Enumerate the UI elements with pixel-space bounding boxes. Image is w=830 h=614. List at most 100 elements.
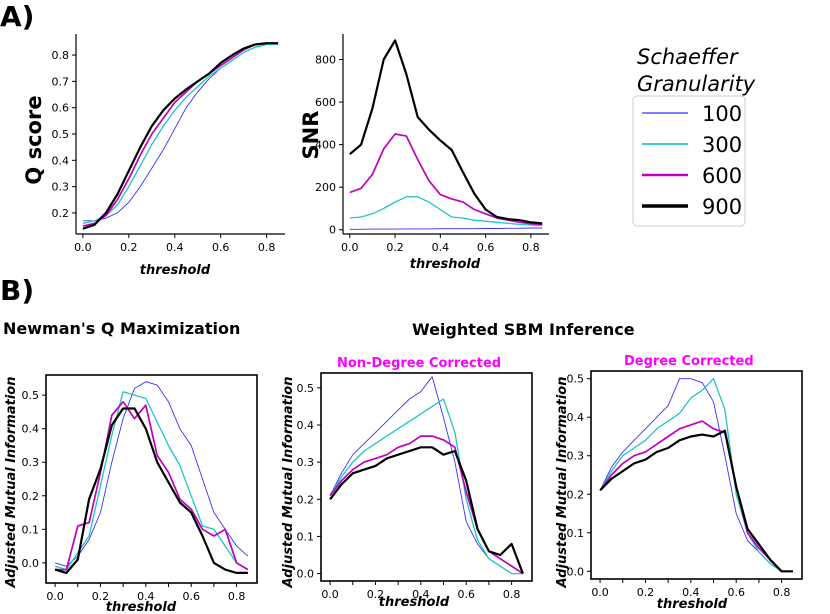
chart-sbm_degree: 0.0 0.2 0.4 0.6 0.8 0.0 0.1 0.2 0.3 0.4 0.5 thresho… bbox=[567, 370, 803, 612]
y-tick-label: 400 bbox=[315, 139, 336, 152]
y-tick-label: 0.0 bbox=[22, 557, 40, 570]
y-tick-label: 0.5 bbox=[52, 128, 70, 141]
heading-sbm: Weighted SBM Inference bbox=[412, 320, 635, 339]
x-tick-label: 0.0 bbox=[46, 590, 64, 603]
series-line-900 bbox=[329, 446, 524, 574]
x-tick-label: 0.6 bbox=[727, 586, 745, 599]
x-tick-label: 0.6 bbox=[457, 588, 475, 601]
series-line-900 bbox=[599, 429, 793, 573]
x-tick-label: 0.2 bbox=[386, 241, 404, 254]
plot-frame bbox=[590, 370, 803, 580]
x-tick-label: 0.8 bbox=[503, 588, 521, 601]
x-tick-label: 0.4 bbox=[137, 590, 155, 603]
y-tick-label: 0.1 bbox=[297, 530, 315, 543]
heading-degree: Degree Corrected bbox=[624, 354, 754, 369]
x-tick-label: 0.2 bbox=[637, 586, 655, 599]
legend-label-100: 100 bbox=[702, 102, 742, 126]
x-axis-label: threshold bbox=[657, 597, 728, 612]
x-tick-label: 0.6 bbox=[182, 590, 200, 603]
y-tick-label: 0.5 bbox=[22, 389, 40, 402]
y-tick-label: 0 bbox=[329, 224, 336, 237]
series-line-300 bbox=[54, 391, 249, 571]
x-axis-label: threshold bbox=[140, 263, 211, 278]
y-tick-label: 0.3 bbox=[22, 456, 40, 469]
y-tick-label: 200 bbox=[315, 181, 336, 194]
series-line-300 bbox=[82, 43, 279, 225]
legend: Schaeffer Granularity 100 300 600 900 bbox=[632, 45, 756, 227]
legend-label-900: 900 bbox=[702, 195, 742, 219]
y-tick-label: 0.0 bbox=[297, 568, 315, 581]
chart-newman_ami: 0.0 0.2 0.4 0.6 0.8 0.0 0.1 0.2 0.3 0.4 0.5 thresho… bbox=[22, 374, 258, 614]
chart-snr: 0.0 0.2 0.4 0.6 0.8 0 200 400 600 800 threshold bbox=[315, 34, 549, 272]
y-tick-label: 0.8 bbox=[52, 49, 70, 62]
legend-title-line1: Schaeffer bbox=[637, 45, 739, 69]
x-tick-label: 0.8 bbox=[773, 586, 791, 599]
plot-frame bbox=[320, 372, 533, 582]
x-tick-label: 0.4 bbox=[682, 586, 700, 599]
x-tick-label: 0.2 bbox=[367, 588, 385, 601]
y-tick-label: 0.3 bbox=[297, 456, 315, 469]
x-tick-label: 0.6 bbox=[477, 241, 495, 254]
x-tick-label: 0.2 bbox=[92, 590, 110, 603]
series-line-100 bbox=[54, 381, 249, 567]
heading-newman: Newman's Q Maximization bbox=[3, 319, 240, 338]
y-tick-label: 800 bbox=[315, 54, 336, 67]
plot-frame bbox=[45, 374, 258, 584]
panel-label-b: B) bbox=[0, 274, 34, 307]
y-tick-label: 0.6 bbox=[52, 102, 70, 115]
x-tick-label: 0.2 bbox=[120, 241, 138, 254]
series-line-300 bbox=[349, 196, 543, 227]
y-tick-label: 600 bbox=[315, 96, 336, 109]
x-axis-label: threshold bbox=[379, 595, 450, 610]
x-axis-label: threshold bbox=[410, 257, 481, 272]
x-tick-label: 0.0 bbox=[74, 241, 92, 254]
y-tick-label: 0.2 bbox=[567, 488, 585, 501]
series-line-900 bbox=[349, 39, 543, 225]
y-tick-label: 0.4 bbox=[22, 423, 40, 436]
x-tick-label: 0.8 bbox=[522, 241, 540, 254]
x-tick-label: 0.4 bbox=[412, 588, 430, 601]
ylabel-ami-degree: Adjusted Mutual Information bbox=[555, 377, 570, 589]
x-tick-label: 0.6 bbox=[212, 241, 230, 254]
series-line-300 bbox=[329, 398, 523, 575]
y-tick-label: 0.2 bbox=[52, 207, 70, 220]
y-tick-label: 0.4 bbox=[297, 419, 315, 432]
y-tick-label: 0.5 bbox=[297, 382, 315, 395]
series-line-600 bbox=[55, 400, 249, 571]
ylabel-q-score: Q score bbox=[22, 95, 46, 184]
heading-non-degree: Non-Degree Corrected bbox=[337, 356, 501, 371]
legend-label-600: 600 bbox=[702, 164, 742, 188]
y-tick-label: 0.4 bbox=[52, 154, 70, 167]
panel-label-a: A) bbox=[0, 0, 34, 33]
series-line-300 bbox=[599, 378, 793, 572]
x-tick-label: 0.0 bbox=[591, 586, 609, 599]
x-tick-label: 0.0 bbox=[321, 588, 339, 601]
series-line-100 bbox=[329, 376, 523, 575]
x-tick-label: 0.0 bbox=[341, 241, 359, 254]
x-tick-label: 0.8 bbox=[228, 590, 246, 603]
series-line-100 bbox=[82, 44, 279, 222]
series-line-100 bbox=[599, 378, 793, 572]
series-line-600 bbox=[599, 420, 793, 573]
series-line-600 bbox=[82, 42, 279, 227]
series-line-600 bbox=[349, 133, 543, 226]
y-tick-label: 0.7 bbox=[52, 75, 70, 88]
legend-box bbox=[632, 95, 746, 227]
y-tick-label: 0.2 bbox=[22, 490, 40, 503]
chart-q_score: 0.0 0.2 0.4 0.6 0.8 0.2 0.3 0.4 0.5 0.6 0.7 0.8 thre… bbox=[52, 34, 285, 278]
ylabel-ami-non-degree: Adjusted Mutual Information bbox=[281, 377, 296, 589]
chart-sbm_non_degree: 0.0 0.2 0.4 0.6 0.8 0.0 0.1 0.2 0.3 0.4 0.5 thresho… bbox=[297, 372, 533, 610]
ylabel-snr: SNR bbox=[299, 111, 323, 160]
series-line-100 bbox=[349, 227, 543, 230]
y-tick-label: 0.4 bbox=[567, 411, 585, 424]
y-tick-label: 0.0 bbox=[567, 565, 585, 578]
y-tick-label: 0.5 bbox=[567, 373, 585, 386]
y-tick-label: 0.1 bbox=[567, 527, 585, 540]
series-line-900 bbox=[54, 407, 248, 575]
y-tick-label: 0.3 bbox=[52, 181, 70, 194]
x-tick-label: 0.8 bbox=[258, 241, 276, 254]
legend-title-line2: Granularity bbox=[637, 72, 756, 96]
x-axis-label: threshold bbox=[106, 600, 177, 614]
ylabel-ami-newman: Adjusted Mutual Information bbox=[4, 377, 19, 589]
